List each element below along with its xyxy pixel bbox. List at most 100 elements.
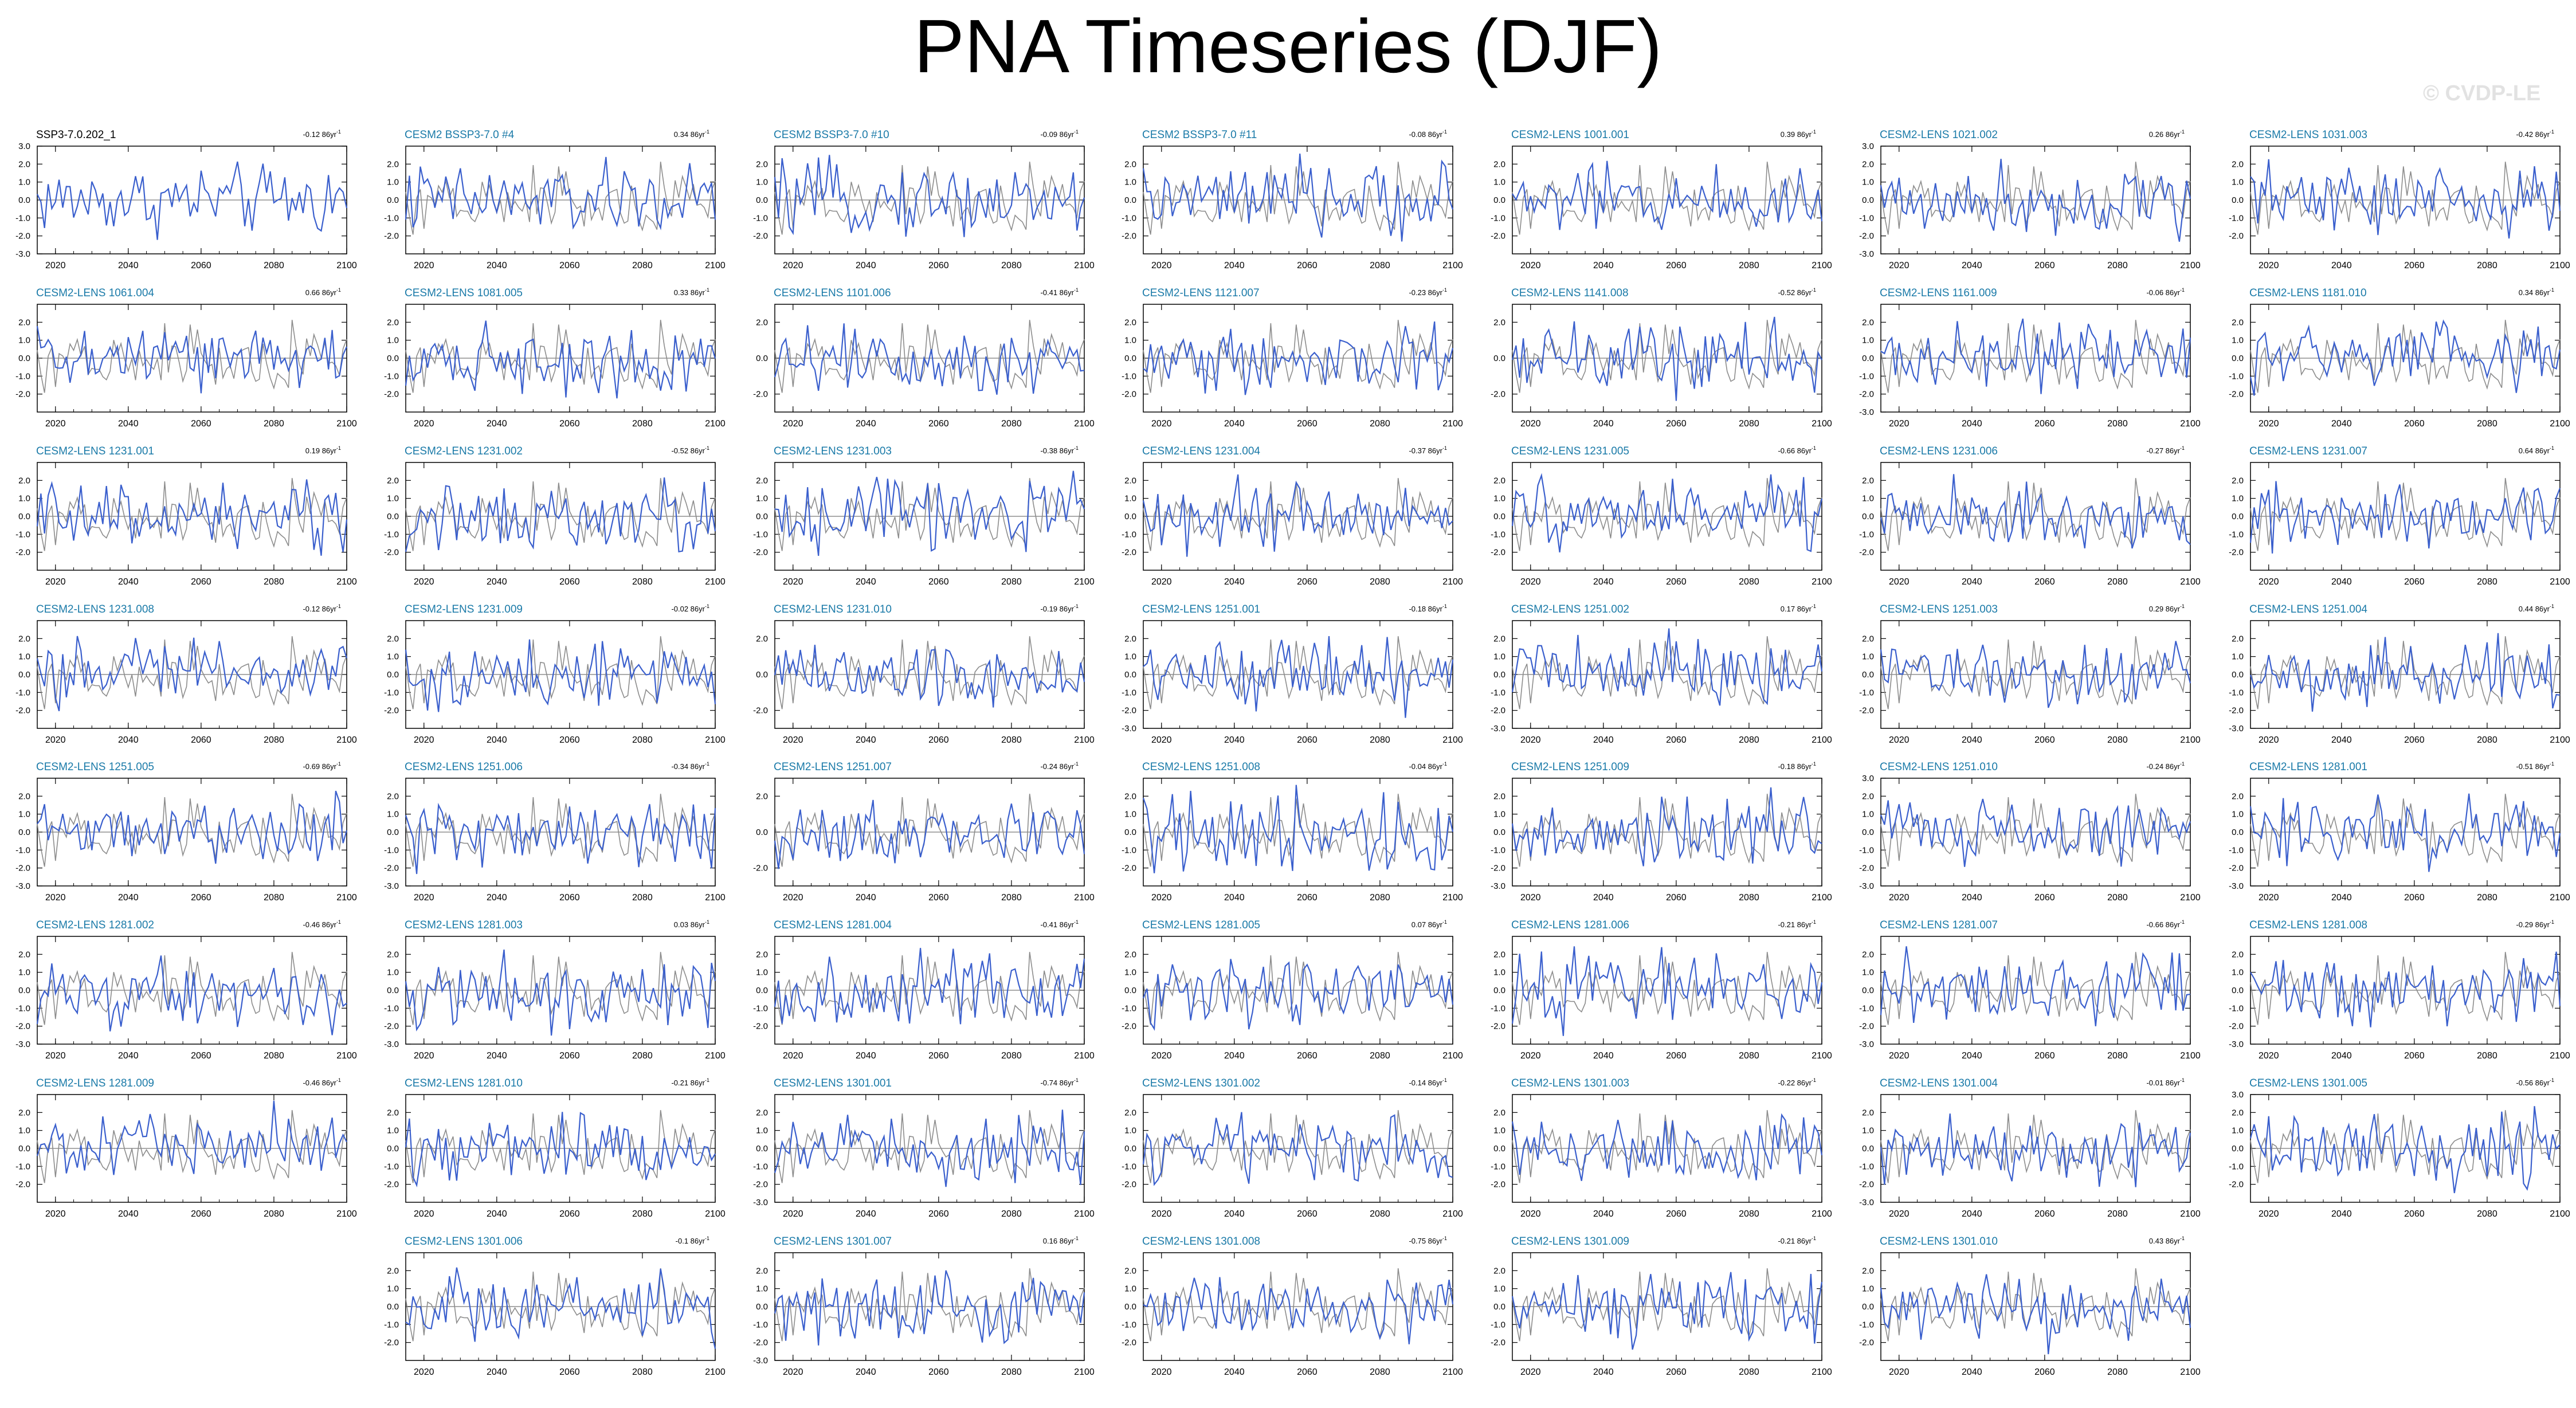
x-tick-label: 2020 — [1520, 1367, 1541, 1377]
y-tick-label: -1.0 — [1491, 213, 1505, 223]
panel-label: CESM2-LENS 1231.006 — [1880, 445, 1998, 457]
x-tick-label: 2020 — [2259, 261, 2279, 270]
x-tick-label: 2060 — [928, 893, 949, 903]
x-tick-label: 2040 — [118, 1051, 139, 1061]
x-tick-label: 2020 — [45, 893, 66, 903]
x-tick-label: 2020 — [414, 261, 434, 270]
panel-label: CESM2-LENS 1101.006 — [774, 287, 891, 299]
x-tick-label: 2100 — [1074, 893, 1095, 903]
y-tick-label: -2.0 — [1122, 548, 1136, 558]
y-tick-label: 0.0 — [18, 195, 30, 205]
y-tick-label: 0.0 — [18, 827, 30, 837]
x-tick-label: 2100 — [336, 735, 357, 745]
x-tick-label: 2040 — [856, 261, 876, 270]
y-tick-label: -1.0 — [1491, 1162, 1505, 1171]
x-tick-label: 2060 — [2034, 261, 2055, 270]
y-tick-label: -1.0 — [1859, 1320, 1874, 1329]
model-series-line — [774, 323, 1085, 395]
y-tick-label: -2.0 — [15, 864, 30, 873]
model-series-line — [1511, 946, 1823, 1036]
y-tick-label: 0.0 — [1124, 1144, 1136, 1154]
trend-label: -0.46 86yr-1 — [303, 919, 341, 929]
y-tick-label: -3.0 — [2229, 724, 2244, 734]
x-tick-label: 2040 — [1593, 893, 1614, 903]
y-tick-label: -2.0 — [1859, 548, 1874, 558]
y-tick-label: 1.0 — [1493, 1284, 1505, 1294]
panel-label: CESM2-LENS 1301.006 — [405, 1236, 523, 1248]
y-tick-label: -2.0 — [2229, 706, 2244, 716]
pna-panel: CESM2-LENS 1301.005 -0.56 86yr-1 3.0 2.0 1.0… — [2229, 1077, 2570, 1219]
trend-label: 0.43 86yr-1 — [2149, 1236, 2185, 1245]
panel-label: SSP3-7.0.202_1 — [36, 129, 116, 141]
x-tick-label: 2100 — [2550, 1209, 2570, 1219]
y-tick-label: -2.0 — [1859, 706, 1874, 716]
y-tick-label: -3.0 — [1859, 1040, 1874, 1049]
x-tick-label: 2040 — [1593, 577, 1614, 587]
y-tick-label: 0.0 — [387, 827, 399, 837]
x-tick-label: 2080 — [264, 1209, 284, 1219]
y-tick-label: -1.0 — [2229, 1003, 2244, 1013]
observed-series-line — [1512, 478, 1822, 551]
x-tick-label: 2080 — [1001, 1367, 1022, 1377]
trend-label: -0.69 86yr-1 — [303, 761, 341, 771]
model-series-line — [1512, 160, 1823, 230]
trend-label: -0.52 86yr-1 — [1778, 287, 1816, 297]
x-tick-label: 2080 — [2107, 577, 2128, 587]
x-tick-label: 2100 — [2180, 1209, 2201, 1219]
y-tick-label: 1.0 — [1493, 1126, 1505, 1136]
x-tick-label: 2100 — [705, 735, 726, 745]
panel-label: CESM2-LENS 1301.001 — [774, 1077, 892, 1089]
y-tick-label: 1.0 — [387, 810, 399, 819]
x-tick-label: 2100 — [705, 419, 726, 429]
y-tick-label: -2.0 — [753, 1022, 768, 1032]
x-tick-label: 2080 — [632, 893, 653, 903]
x-tick-label: 2100 — [2550, 261, 2570, 270]
y-tick-label: -2.0 — [384, 1338, 399, 1348]
x-tick-label: 2040 — [2331, 1209, 2352, 1219]
panel-label: CESM2-LENS 1231.004 — [1142, 445, 1260, 457]
x-tick-label: 2080 — [2107, 893, 2128, 903]
observed-series-line — [774, 478, 1085, 551]
panel-label: CESM2-LENS 1081.005 — [405, 287, 523, 299]
x-tick-label: 2020 — [414, 735, 434, 745]
x-tick-label: 2020 — [2259, 735, 2279, 745]
y-tick-label: 1.0 — [1124, 968, 1136, 978]
x-tick-label: 2080 — [1001, 735, 1022, 745]
x-tick-label: 2100 — [2180, 1051, 2201, 1061]
panel-label: CESM2-LENS 1281.010 — [405, 1077, 523, 1089]
y-tick-label: 0.0 — [1493, 670, 1505, 680]
x-tick-label: 2040 — [1593, 735, 1614, 745]
x-tick-label: 2020 — [783, 1051, 803, 1061]
y-tick-label: -1.0 — [1122, 688, 1136, 697]
x-tick-label: 2060 — [1297, 577, 1318, 587]
y-tick-label: 2.0 — [1493, 634, 1505, 644]
x-tick-label: 2080 — [1001, 261, 1022, 270]
x-tick-label: 2040 — [1224, 1209, 1245, 1219]
x-tick-label: 2080 — [1739, 735, 1759, 745]
x-tick-label: 2100 — [2180, 577, 2201, 587]
pna-panel: CESM2-LENS 1301.002 -0.14 86yr-1 2.0 1.0 0.0… — [1122, 1077, 1463, 1219]
panel-label: CESM2-LENS 1281.002 — [36, 919, 154, 931]
y-tick-label: 2.0 — [387, 634, 399, 644]
x-tick-label: 2100 — [2550, 1051, 2570, 1061]
panel-label: CESM2-LENS 1231.007 — [2249, 445, 2367, 457]
x-tick-label: 2060 — [1666, 735, 1687, 745]
panel-label: CESM2-LENS 1281.001 — [2249, 761, 2367, 773]
y-tick-label: -2.0 — [1859, 1338, 1874, 1348]
pna-panel: CESM2-LENS 1061.004 0.66 86yr-1 2.0 1.0 0.0 -… — [15, 287, 357, 429]
x-tick-label: 2040 — [2331, 1051, 2352, 1061]
x-tick-label: 2080 — [2477, 419, 2497, 429]
y-tick-label: 0.0 — [387, 670, 399, 680]
x-tick-label: 2060 — [928, 735, 949, 745]
x-tick-label: 2100 — [705, 1209, 726, 1219]
pna-panel: CESM2-LENS 1251.008 -0.04 86yr-1 2.0 1.0 0.0… — [1122, 761, 1463, 903]
y-tick-label: 1.0 — [1862, 810, 1874, 819]
y-tick-label: 2.0 — [1124, 634, 1136, 644]
observed-series-line — [774, 320, 1085, 393]
y-tick-label: 2.0 — [1862, 476, 1874, 485]
x-tick-label: 2100 — [1074, 1051, 1095, 1061]
x-tick-label: 2100 — [336, 1051, 357, 1061]
pna-panel: CESM2-LENS 1251.001 -0.18 86yr-1 2.0 1.0 0.0… — [1122, 603, 1463, 745]
y-tick-label: -2.0 — [15, 1022, 30, 1032]
y-tick-label: 2.0 — [1862, 317, 1874, 327]
